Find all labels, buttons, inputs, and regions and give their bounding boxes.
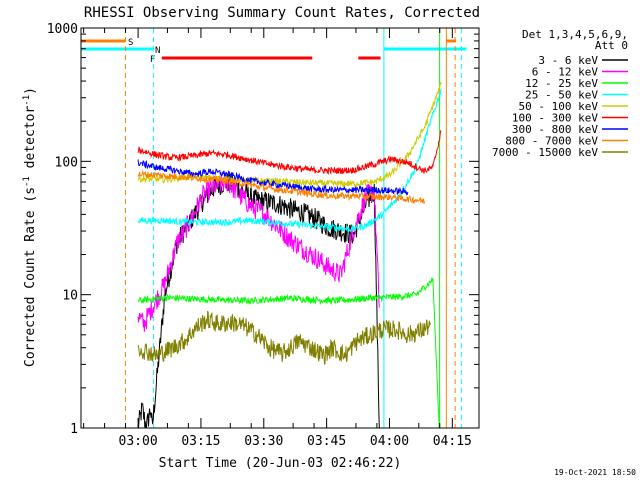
chart-title: RHESSI Observing Summary Count Rates, Co… bbox=[84, 5, 480, 21]
legend-entry-label: 6 - 12 keV bbox=[532, 66, 599, 79]
legend-header-line: Att 0 bbox=[595, 39, 628, 52]
x-tick-label: 03:15 bbox=[181, 434, 220, 449]
legend-header-line: Det 1,3,4,5,6,9, bbox=[522, 28, 628, 41]
legend-entry-label: 25 - 50 keV bbox=[525, 89, 598, 102]
y-tick-label: 1000 bbox=[47, 22, 78, 37]
x-tick-label: 03:45 bbox=[307, 434, 346, 449]
legend-entry-label: 100 - 300 keV bbox=[512, 112, 598, 125]
x-tick-label: 04:15 bbox=[433, 434, 472, 449]
series-line-7 bbox=[137, 169, 425, 205]
legend-entry-label: 7000 - 15000 keV bbox=[492, 146, 598, 159]
state-bars: S NF bbox=[81, 38, 467, 65]
plot-frame bbox=[80, 27, 480, 429]
y-tick-label: 1 bbox=[70, 422, 78, 437]
legend-entry-label: 3 - 6 keV bbox=[538, 54, 598, 67]
generation-timestamp: 19-Oct-2021 18:50 bbox=[554, 468, 636, 477]
series-line-6 bbox=[137, 159, 409, 196]
x-tick-label: 04:00 bbox=[370, 434, 409, 449]
legend-entry-label: 800 - 7000 keV bbox=[505, 135, 598, 148]
state-label-N: N bbox=[155, 46, 160, 56]
x-tick-label: 03:00 bbox=[119, 434, 158, 449]
axes: 1 10 100 1000 03:00 03:15 03:30 03:45 04:00 04:15 bbox=[47, 22, 480, 449]
series-line-3 bbox=[137, 88, 442, 233]
legend-entry-label: 50 - 100 keV bbox=[519, 100, 599, 113]
series-line-2 bbox=[137, 277, 440, 429]
y-tick-label: 10 bbox=[62, 289, 78, 304]
legend-entry-label: 12 - 25 keV bbox=[525, 77, 598, 90]
series-line-8 bbox=[137, 310, 432, 365]
y-tick-label: 100 bbox=[55, 155, 78, 170]
state-label-S: S bbox=[128, 38, 133, 48]
y-axis-label: Corrected Count Rate (s-1 detector-1) bbox=[22, 87, 38, 367]
legend-entry-label: 300 - 800 keV bbox=[512, 123, 598, 136]
state-label-F: F bbox=[150, 55, 155, 65]
series-lines bbox=[137, 81, 442, 429]
series-line-5 bbox=[137, 130, 442, 176]
series-line-1 bbox=[137, 173, 380, 332]
x-axis-label: Start Time (20-Jun-03 02:46:22) bbox=[159, 456, 402, 471]
x-tick-label: 03:30 bbox=[244, 434, 283, 449]
